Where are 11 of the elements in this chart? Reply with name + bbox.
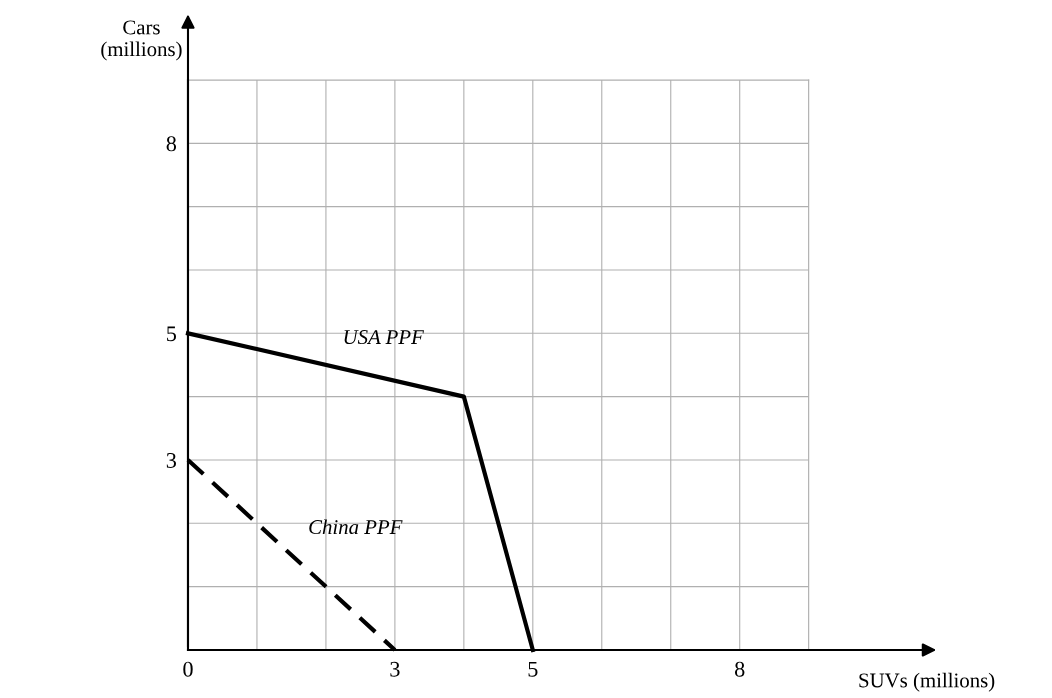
y-tick-label: 3 xyxy=(166,452,177,468)
y-axis-title: Cars (millions) xyxy=(101,20,182,61)
x-tick-label: 8 xyxy=(735,661,745,677)
x-tick-label: 3 xyxy=(390,661,400,677)
y-tick-label: 5 xyxy=(167,326,177,342)
x-tick-label: 0 xyxy=(183,661,193,677)
y-tick-label: 8 xyxy=(166,136,177,152)
series-label: China PPF xyxy=(309,519,403,535)
x-tick-label: 5 xyxy=(528,661,538,677)
series-label: USA PPF xyxy=(344,330,424,345)
x-axis-title: SUVs (millions) xyxy=(859,672,995,692)
